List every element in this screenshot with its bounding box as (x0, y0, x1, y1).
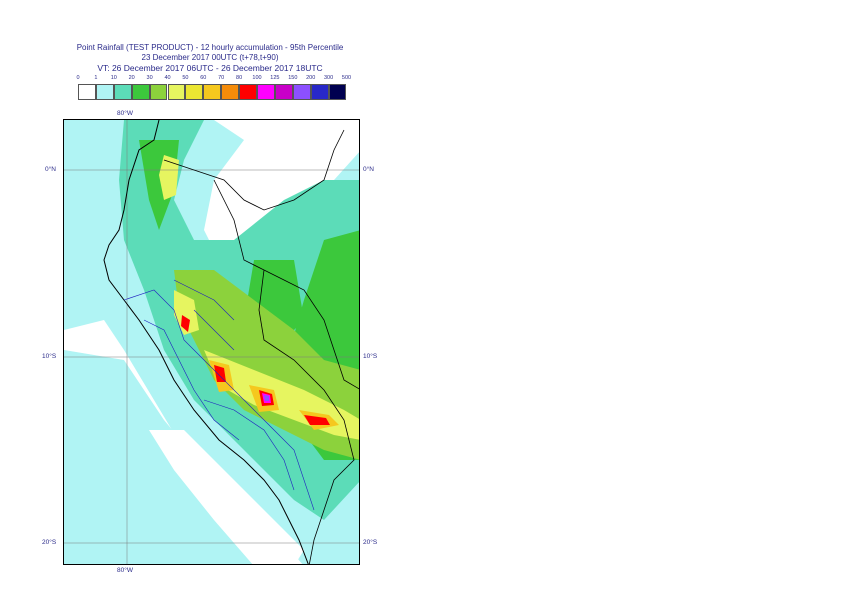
colorbar-tick-label: 60 (200, 75, 207, 81)
colorbar-swatch (95, 84, 114, 100)
colorbar-swatch (257, 84, 275, 100)
lat-label-left-20: 20°S (42, 539, 57, 546)
chart-subtitle-validity: VT: 26 December 2017 06UTC - 26 December… (97, 63, 323, 73)
regional-borders (123, 279, 315, 511)
colorbar-swatch (113, 84, 132, 100)
colorbar-swatch (292, 84, 311, 100)
colorbar-swatch (167, 84, 186, 100)
colorbar-tick-label: 50 (182, 75, 189, 81)
lat-label-right-0: 0°N (363, 166, 374, 173)
lat-label-left-10: 10°S (42, 353, 57, 360)
lon-label-bottom: 80°W (117, 567, 133, 574)
lat-label-right-20: 20°S (363, 539, 378, 546)
colorbar-tick-label: 70 (218, 75, 225, 81)
colorbar-tick-label: 1 (94, 75, 98, 81)
colorbar-tick-label: 100 (252, 75, 262, 81)
colorbar-swatch (221, 84, 240, 100)
colorbar-swatch (274, 84, 293, 100)
rain-field-yellow-north (159, 155, 199, 335)
colorbar-tick-label: 500 (341, 75, 352, 81)
rainfall-map (63, 119, 360, 565)
chart-subtitle-run: 23 December 2017 00UTC (t+78,t+90) (141, 53, 279, 62)
colorbar-tick-label: 80 (236, 75, 243, 81)
colorbar-tick-label: 40 (164, 75, 171, 81)
colorbar-swatch (239, 84, 257, 100)
colorbar-swatch (310, 84, 329, 100)
rain-field-orange (209, 360, 339, 430)
colorbar-tick-label: 0 (76, 75, 80, 81)
colorbar-tick-label: 20 (128, 75, 135, 81)
lat-label-right-10: 10°S (363, 353, 378, 360)
coastline (103, 120, 309, 564)
colorbar-swatch (131, 84, 150, 100)
colorbar-tick-label: 10 (110, 75, 117, 81)
lon-label-top: 80°W (117, 110, 133, 117)
rain-field-purple (264, 395, 269, 401)
colorbar-swatch (203, 84, 222, 100)
colorbar-tick-label: 125 (270, 75, 280, 81)
colorbar-swatch (149, 84, 168, 100)
lat-label-left-0: 0°N (45, 166, 56, 173)
colorbar-swatch (78, 84, 96, 100)
country-borders (163, 129, 359, 564)
colorbar-swatch (185, 84, 204, 100)
colorbar-tick-label: 200 (306, 75, 316, 81)
colorbar-tick-label: 300 (324, 75, 334, 81)
chart-title: Point Rainfall (TEST PRODUCT) - 12 hourl… (76, 43, 344, 52)
colorbar-tick-label: 30 (146, 75, 153, 81)
colorbar-swatch (328, 84, 347, 100)
rain-field-white-coast (149, 430, 304, 564)
colorbar-tick-label: 150 (288, 75, 298, 81)
